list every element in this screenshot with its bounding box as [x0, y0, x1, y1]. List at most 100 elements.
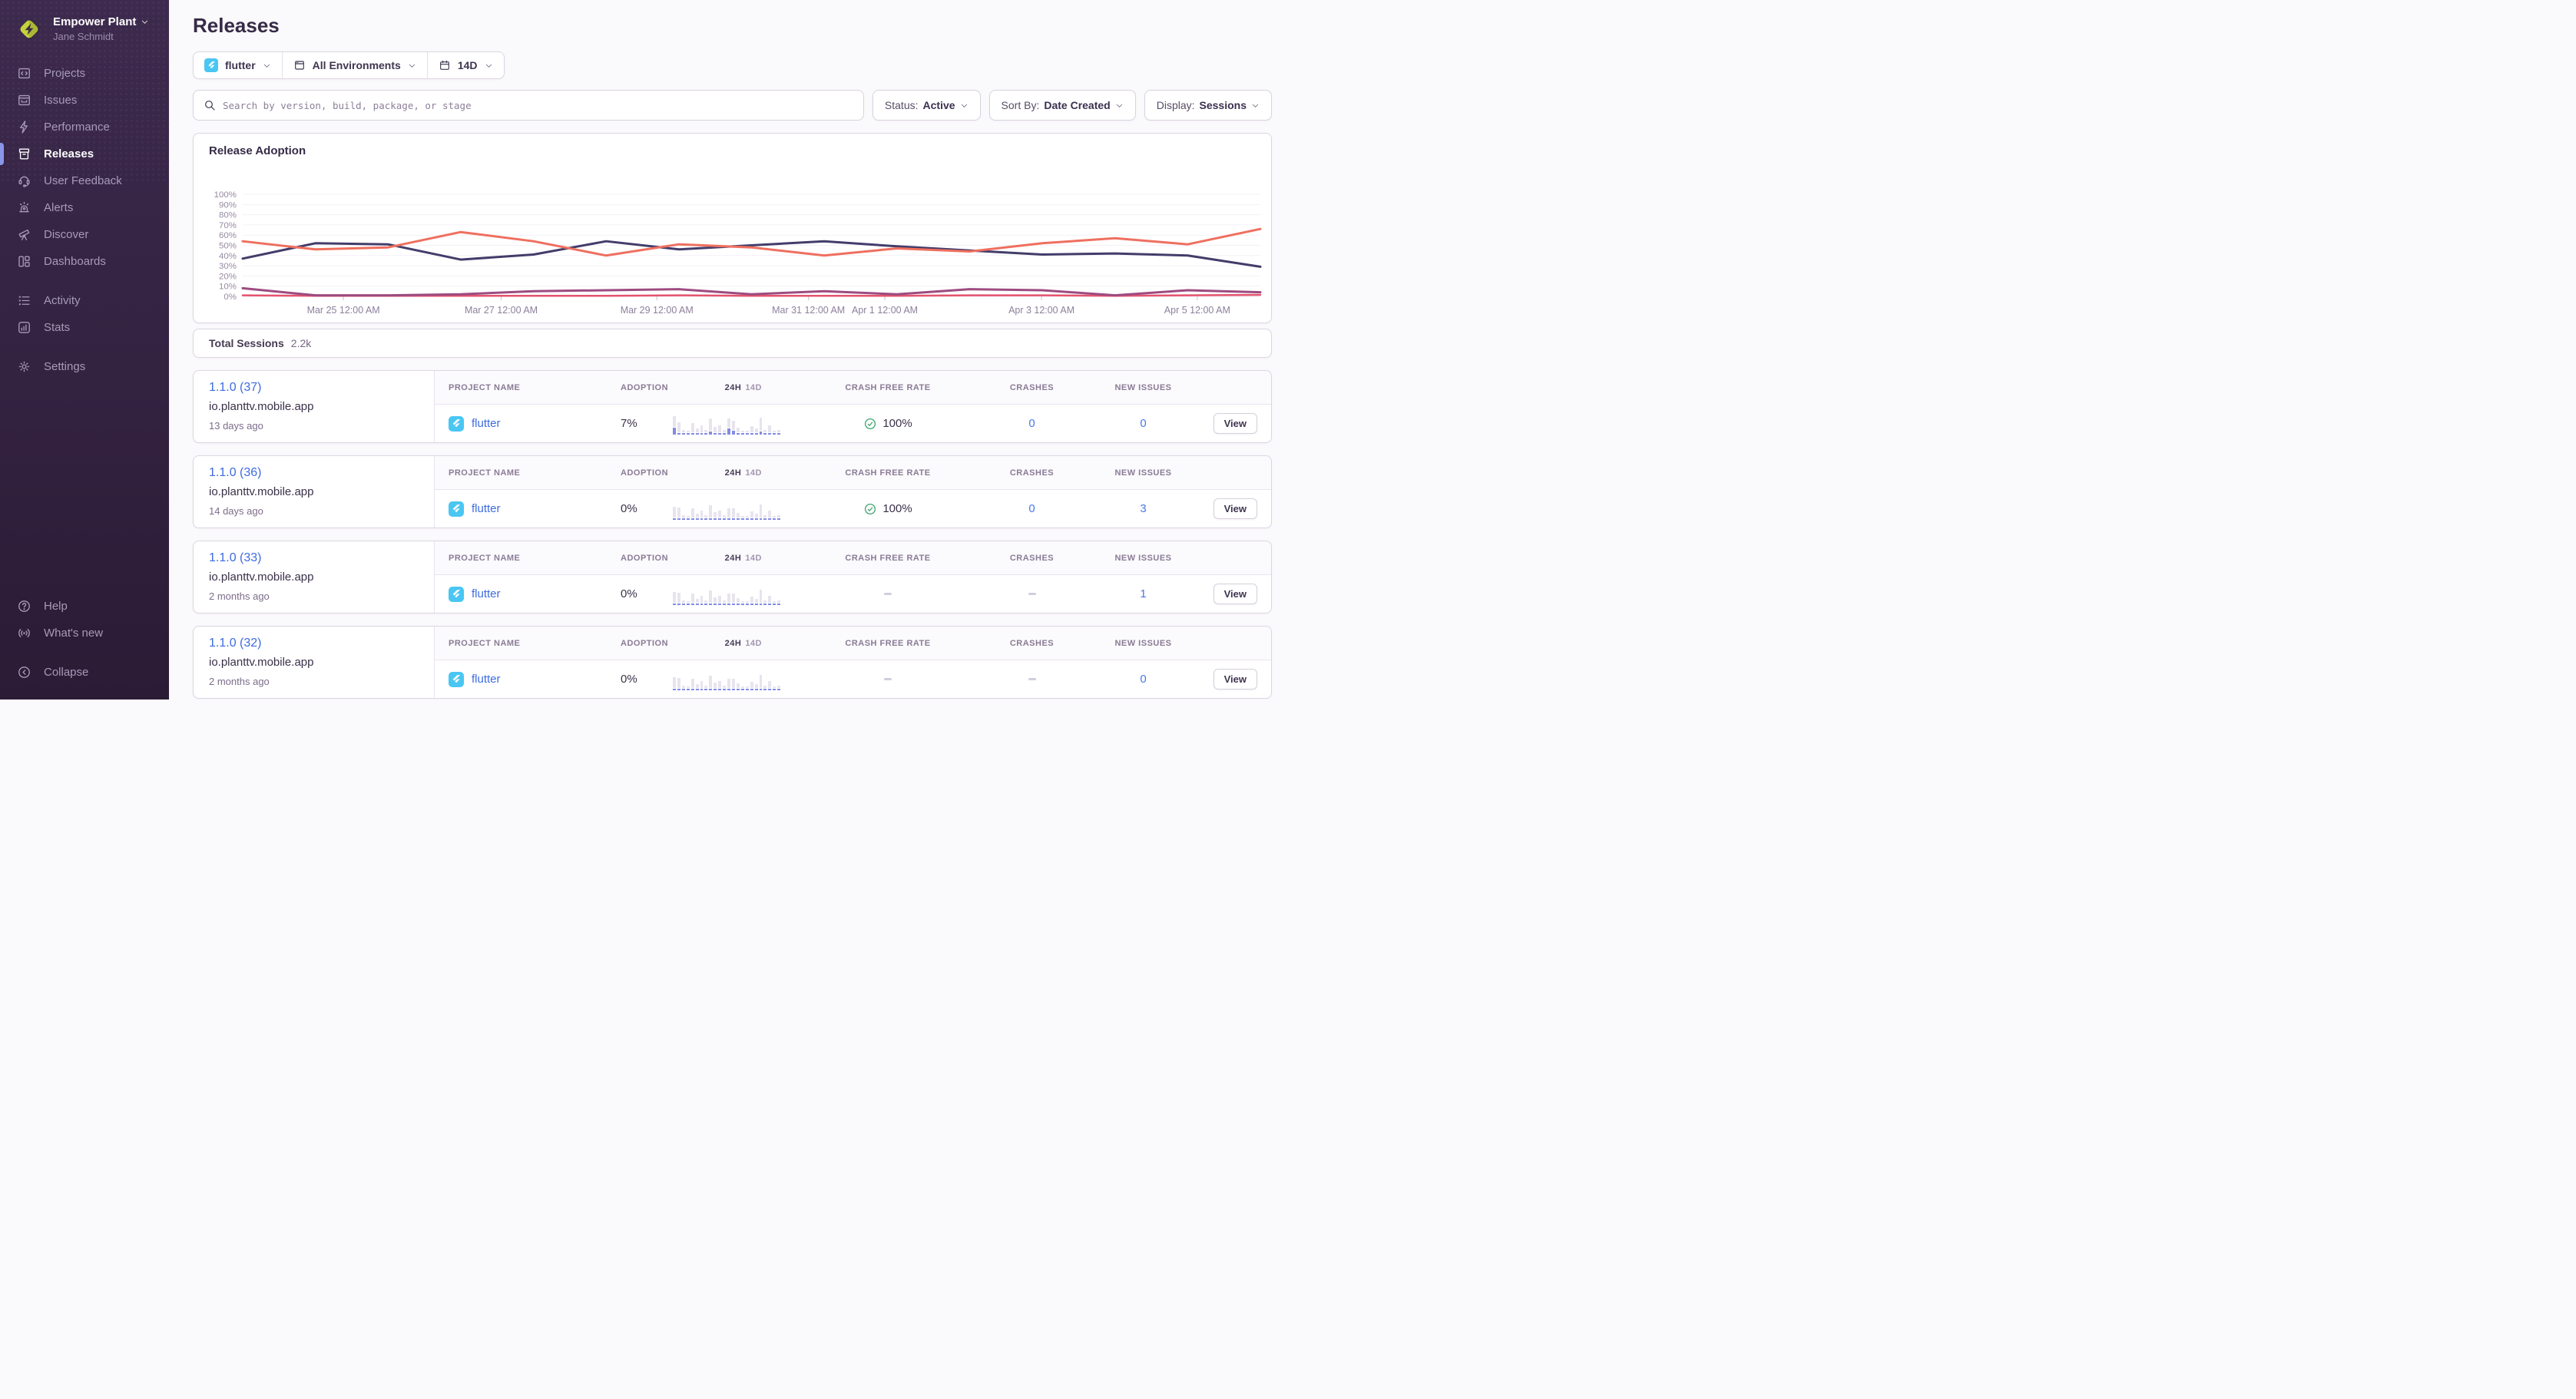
sparkline-bar: [763, 669, 767, 690]
sidebar-footer: Help What's new Collapse: [0, 593, 169, 686]
issues-icon: [18, 94, 30, 106]
new-issues-link[interactable]: 3: [1140, 501, 1147, 515]
view-button[interactable]: View: [1213, 584, 1257, 604]
sort-by-dropdown[interactable]: Sort By: Date Created: [988, 90, 1136, 121]
sidebar-item-performance[interactable]: Performance: [0, 114, 169, 141]
crashes-link[interactable]: 0: [1028, 501, 1035, 515]
project-filter[interactable]: flutter: [194, 52, 283, 78]
col-header-14d: 14D: [745, 638, 762, 648]
project-link[interactable]: flutter: [472, 673, 501, 686]
sparkline-bar: [709, 584, 713, 605]
sparkline-bar: [763, 584, 767, 605]
project-link[interactable]: flutter: [472, 502, 501, 515]
sidebar-item-dashboards[interactable]: Dashboards: [0, 248, 169, 275]
view-button[interactable]: View: [1213, 413, 1257, 434]
sparkline-bar: [727, 669, 730, 690]
view-button[interactable]: View: [1213, 669, 1257, 690]
new-issues-link[interactable]: 0: [1140, 416, 1147, 430]
svg-text:100%: 100%: [214, 190, 237, 200]
crash-free-rate-cell: 100%: [796, 417, 980, 431]
release-info: 1.1.0 (33) io.planttv.mobile.app 2 month…: [194, 541, 435, 613]
release-table-row: flutter 0% 0 View: [435, 660, 1271, 698]
release-version-link[interactable]: 1.1.0 (32): [209, 637, 262, 650]
main-content: Releases flutter All Environments 14D St…: [169, 0, 1288, 700]
sparkline-bar: [740, 498, 744, 520]
col-header-new-issues: NEW ISSUES: [1114, 638, 1172, 648]
col-header-14d: 14D: [745, 382, 762, 392]
sparkline-bar: [745, 584, 749, 605]
sparkline-bar: [714, 413, 717, 435]
sparkline-bar: [740, 413, 744, 435]
project-link[interactable]: flutter: [472, 587, 501, 600]
col-header-adoption: ADOPTION: [621, 468, 669, 478]
date-range-filter[interactable]: 14D: [428, 52, 504, 78]
chevron-down-icon: [263, 64, 270, 68]
sidebar-item-projects[interactable]: Projects: [0, 60, 169, 87]
view-cell: View: [1203, 413, 1271, 434]
project-link[interactable]: flutter: [472, 417, 501, 430]
sparkline-bar: [681, 498, 685, 520]
sidebar-item-whats-new[interactable]: What's new: [0, 620, 169, 647]
new-issues-link[interactable]: 0: [1140, 672, 1147, 686]
sidebar-item-alerts[interactable]: Alerts: [0, 194, 169, 221]
sidebar-item-label: Projects: [44, 66, 86, 80]
adoption-value: 0%: [621, 587, 637, 600]
view-cell: View: [1203, 498, 1271, 519]
sparkline-bar: [700, 498, 704, 520]
sessions-sparkline: [673, 498, 782, 520]
view-button[interactable]: View: [1213, 498, 1257, 519]
flutter-project-icon: [449, 415, 464, 432]
releases-icon: [18, 148, 30, 160]
release-version-link[interactable]: 1.1.0 (33): [209, 551, 262, 564]
sparkline-bar: [768, 584, 772, 605]
svg-text:50%: 50%: [219, 241, 237, 250]
release-table: PROJECT NAME ADOPTION 24H 14D CRASH FREE …: [435, 541, 1271, 613]
sparkline-bar: [677, 498, 680, 520]
trend-cell: [673, 413, 796, 435]
sparkline-bar: [673, 669, 676, 690]
display-dropdown[interactable]: Display: Sessions: [1144, 90, 1272, 121]
dashboards-icon: [18, 256, 30, 267]
sparkline-bar: [677, 413, 680, 435]
org-switcher[interactable]: Empower Plant Jane Schmidt: [0, 12, 169, 58]
sidebar-item-help[interactable]: Help: [0, 593, 169, 620]
sparkline-bar: [745, 669, 749, 690]
sidebar-item-label: Help: [44, 599, 68, 613]
sparkline-bar: [704, 498, 708, 520]
sidebar-item-activity[interactable]: Activity: [0, 287, 169, 314]
sidebar-item-issues[interactable]: Issues: [0, 87, 169, 114]
sidebar-item-releases[interactable]: Releases: [0, 141, 169, 167]
sparkline-bar: [700, 669, 704, 690]
crashes-cell: [980, 587, 1084, 601]
sparkline-bar: [745, 413, 749, 435]
window-icon: [294, 61, 304, 70]
sidebar-item-stats[interactable]: Stats: [0, 314, 169, 341]
sidebar-item-collapse[interactable]: Collapse: [0, 659, 169, 686]
release-version-link[interactable]: 1.1.0 (37): [209, 381, 262, 394]
sidebar-item-discover[interactable]: Discover: [0, 221, 169, 248]
release-adoption-chart: 0% 10% 20% 30% 40% 50% 60% 70% 80% 90% 100% Mar 25 …: [194, 159, 1271, 321]
environment-filter[interactable]: All Environments: [283, 52, 428, 78]
sidebar-item-user-feedback[interactable]: User Feedback: [0, 167, 169, 194]
chevron-down-icon: [142, 20, 148, 24]
release-version-link[interactable]: 1.1.0 (36): [209, 466, 262, 479]
view-cell: View: [1203, 669, 1271, 690]
sparkline-bar: [714, 498, 717, 520]
crashes-link[interactable]: 0: [1028, 416, 1035, 430]
sidebar-item-settings[interactable]: Settings: [0, 353, 169, 380]
sparkline-bar: [718, 413, 722, 435]
col-header-adoption: ADOPTION: [621, 638, 669, 648]
col-header-trend: 24H 14D: [673, 468, 796, 478]
search-input[interactable]: [223, 99, 853, 111]
sparkline-bar: [759, 669, 763, 690]
col-header-project-name: PROJECT NAME: [449, 468, 521, 478]
new-issues-link[interactable]: 1: [1140, 587, 1147, 600]
sparkline-bar: [714, 669, 717, 690]
svg-text:80%: 80%: [219, 211, 237, 220]
sparkline-bar: [731, 669, 735, 690]
svg-text:Apr 1 12:00 AM: Apr 1 12:00 AM: [852, 305, 918, 316]
status-dropdown[interactable]: Status: Active: [872, 90, 981, 121]
crash-free-value: 100%: [882, 417, 912, 430]
sparkline-bar: [736, 498, 740, 520]
svg-text:Mar 29 12:00 AM: Mar 29 12:00 AM: [621, 305, 694, 316]
